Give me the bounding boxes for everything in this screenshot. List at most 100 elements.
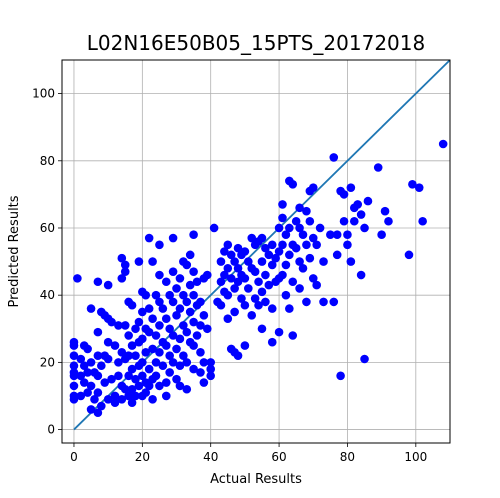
data-point bbox=[199, 378, 209, 387]
data-point bbox=[216, 300, 226, 310]
data-point bbox=[349, 216, 359, 226]
data-points bbox=[69, 139, 448, 418]
data-point bbox=[373, 163, 383, 172]
data-point bbox=[182, 297, 192, 307]
data-point bbox=[189, 267, 198, 276]
chart-title: L02N16E50B05_15PTS_20172018 bbox=[87, 31, 425, 55]
data-point bbox=[144, 327, 154, 337]
data-point bbox=[107, 374, 116, 384]
data-point bbox=[93, 277, 103, 287]
data-point bbox=[110, 391, 120, 401]
data-point bbox=[356, 270, 366, 280]
data-point bbox=[141, 290, 151, 300]
data-point bbox=[124, 371, 133, 381]
data-point bbox=[240, 341, 250, 350]
data-point bbox=[127, 300, 137, 310]
data-point bbox=[305, 216, 315, 226]
data-point bbox=[168, 331, 178, 340]
data-point bbox=[233, 351, 243, 360]
data-point bbox=[120, 321, 130, 330]
data-point bbox=[144, 233, 154, 243]
data-point bbox=[69, 361, 79, 371]
x-tick-label: 100 bbox=[404, 450, 427, 464]
data-point bbox=[120, 267, 130, 276]
data-point bbox=[312, 240, 321, 250]
data-point bbox=[189, 230, 198, 239]
data-point bbox=[175, 381, 185, 391]
data-point bbox=[220, 270, 229, 280]
data-point bbox=[414, 183, 424, 192]
y-tick-label: 80 bbox=[40, 154, 55, 168]
data-point bbox=[158, 304, 168, 313]
data-point bbox=[182, 384, 192, 394]
data-point bbox=[120, 384, 130, 394]
data-point bbox=[267, 240, 277, 250]
data-point bbox=[138, 334, 147, 344]
data-point bbox=[172, 284, 181, 293]
data-point bbox=[127, 341, 137, 350]
data-point bbox=[124, 391, 133, 401]
data-point bbox=[257, 257, 267, 266]
data-point bbox=[172, 344, 181, 354]
data-point bbox=[97, 361, 106, 371]
x-tick-label: 80 bbox=[340, 450, 355, 464]
data-point bbox=[312, 280, 321, 290]
data-point bbox=[161, 391, 171, 401]
data-point bbox=[353, 200, 363, 209]
data-point bbox=[97, 401, 106, 411]
data-point bbox=[131, 324, 140, 334]
data-point bbox=[175, 274, 185, 283]
data-point bbox=[161, 378, 171, 387]
data-point bbox=[86, 304, 96, 313]
data-point bbox=[206, 358, 215, 367]
data-point bbox=[83, 388, 92, 397]
data-point bbox=[144, 304, 154, 313]
data-point bbox=[172, 374, 181, 384]
data-point bbox=[223, 314, 233, 323]
data-point bbox=[291, 216, 301, 226]
data-point bbox=[165, 324, 174, 334]
data-point bbox=[206, 371, 215, 381]
y-tick-label: 20 bbox=[40, 355, 55, 369]
data-point bbox=[274, 327, 284, 337]
data-point bbox=[127, 398, 137, 407]
data-point bbox=[83, 344, 92, 354]
data-point bbox=[230, 284, 239, 293]
data-point bbox=[76, 371, 86, 381]
data-point bbox=[110, 341, 120, 350]
data-point bbox=[148, 395, 157, 404]
data-point bbox=[302, 240, 311, 250]
x-tick-label: 40 bbox=[203, 450, 218, 464]
data-point bbox=[151, 290, 161, 300]
data-point bbox=[264, 280, 274, 290]
data-point bbox=[131, 391, 140, 401]
data-point bbox=[161, 341, 171, 350]
data-point bbox=[336, 371, 345, 381]
data-point bbox=[261, 297, 270, 307]
data-point bbox=[189, 364, 198, 374]
data-point bbox=[223, 290, 233, 300]
data-point bbox=[179, 290, 188, 300]
data-point bbox=[281, 290, 291, 300]
data-point bbox=[199, 311, 209, 320]
data-point bbox=[264, 250, 274, 260]
data-point bbox=[86, 381, 96, 391]
data-point bbox=[103, 337, 113, 347]
data-point bbox=[138, 371, 147, 381]
data-point bbox=[182, 260, 192, 270]
data-point bbox=[202, 270, 212, 280]
data-point bbox=[343, 240, 352, 250]
data-point bbox=[93, 408, 103, 418]
data-point bbox=[134, 317, 144, 327]
data-point bbox=[175, 334, 185, 344]
data-point bbox=[308, 274, 318, 283]
data-point bbox=[305, 253, 315, 263]
data-point bbox=[93, 351, 103, 360]
data-point bbox=[148, 344, 157, 354]
data-point bbox=[148, 314, 157, 323]
data-point bbox=[288, 277, 298, 287]
data-point bbox=[278, 200, 287, 209]
data-point bbox=[271, 253, 280, 263]
data-point bbox=[199, 358, 209, 367]
data-point bbox=[69, 341, 79, 350]
